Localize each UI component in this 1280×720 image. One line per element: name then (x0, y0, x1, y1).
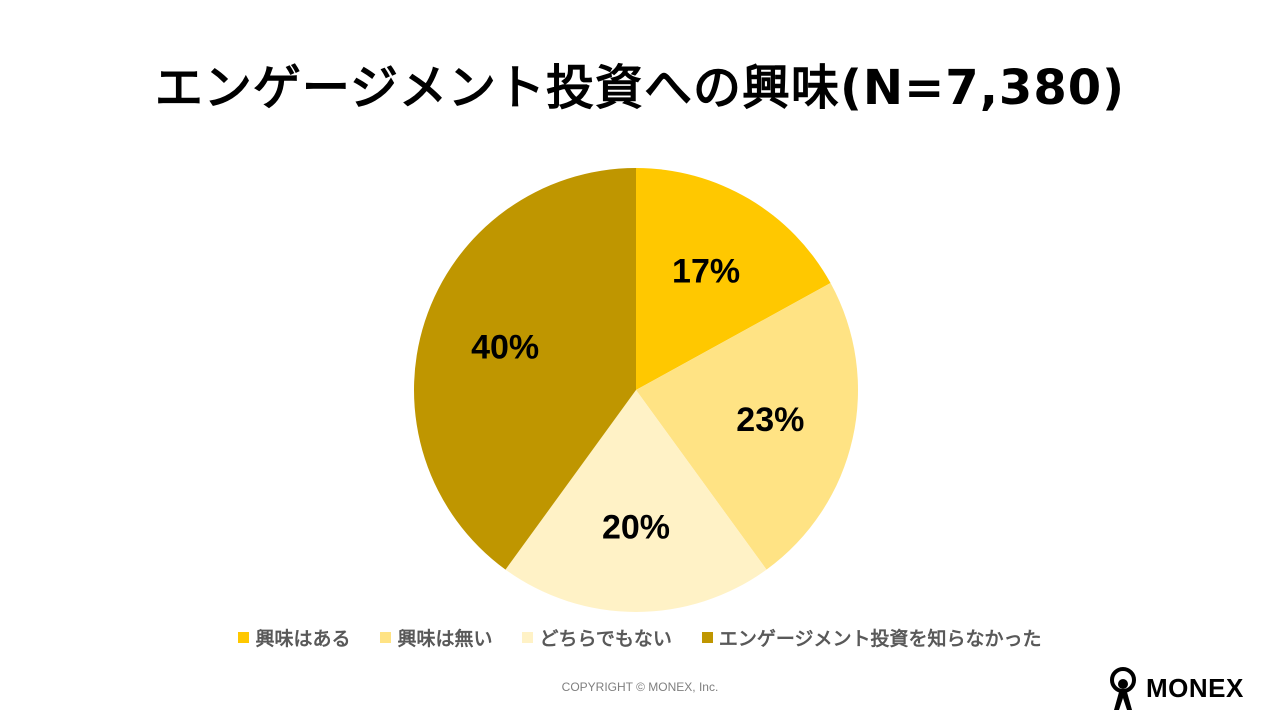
pie-slice-neutral (505, 390, 767, 612)
chart-legend: 興味はある 興味は無い どちらでもない エンゲージメント投資を知らなかった (0, 624, 1280, 651)
chart-title: エンゲージメント投資への興味(N=7,380) (154, 60, 1126, 116)
pie-labels: 17% 23% 20% 40% (471, 253, 804, 547)
legend-swatch (238, 632, 250, 643)
pie-slices (414, 168, 859, 612)
legend-item-interested: 興味はある (238, 624, 350, 651)
monex-logo-icon (1110, 667, 1136, 710)
legend-label: 興味はある (255, 628, 351, 650)
slice-label-interested: 17% (672, 253, 740, 291)
logo-text: MONEX (1146, 672, 1244, 703)
legend-item-unaware: エンゲージメント投資を知らなかった (701, 624, 1042, 651)
legend-swatch (701, 632, 713, 643)
pie-slice-interested (636, 168, 831, 390)
pie-slice-unaware (414, 168, 636, 570)
pie-slice-not-interested (636, 283, 859, 570)
legend-label: どちらでもない (539, 628, 672, 650)
legend-label: 興味は無い (397, 628, 493, 650)
legend-label: エンゲージメント投資を知らなかった (718, 628, 1042, 650)
monex-logo: MONEX (1106, 664, 1244, 712)
legend-swatch (522, 632, 534, 643)
legend-swatch (380, 632, 392, 643)
legend-item-neutral: どちらでもない (522, 624, 672, 651)
slice-label-neutral: 20% (602, 509, 670, 547)
copyright-text: COPYRIGHT © MONEX, Inc. (561, 680, 719, 694)
slice-label-unaware: 40% (471, 328, 539, 366)
slice-label-not-interested: 23% (736, 401, 804, 439)
legend-item-not-interested: 興味は無い (380, 624, 492, 651)
